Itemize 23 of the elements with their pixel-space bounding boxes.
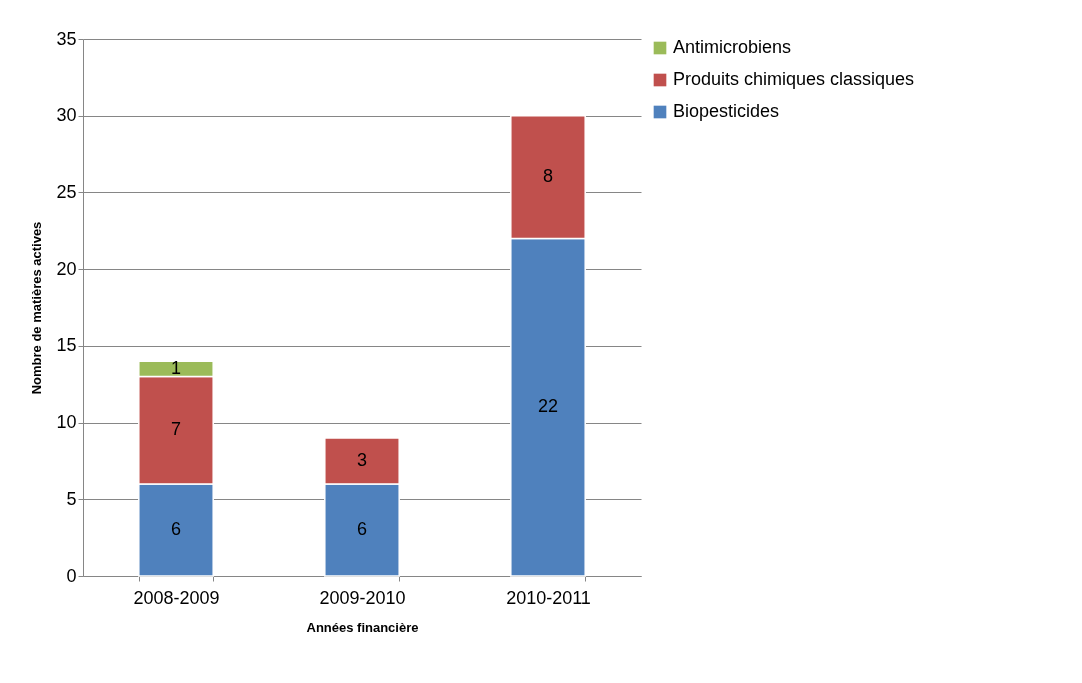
legend-label: Biopesticides — [673, 101, 780, 121]
data-label: 3 — [356, 449, 368, 470]
y-tick-label: 35 — [56, 28, 77, 49]
y-tick-label: 15 — [56, 335, 77, 356]
data-label: 8 — [542, 166, 554, 187]
y-tick-label: 0 — [66, 565, 77, 586]
x-axis-title: Années financière — [306, 619, 419, 635]
data-label: 1 — [170, 357, 182, 378]
y-tick-label: 5 — [66, 488, 77, 509]
y-tick-label: 25 — [56, 181, 77, 202]
y-tick-label: 10 — [56, 412, 77, 433]
data-label: 7 — [170, 419, 182, 440]
y-tick-label: 20 — [56, 258, 77, 279]
data-label: 22 — [537, 396, 559, 417]
x-tick-label: 2008-2009 — [133, 587, 220, 608]
x-tick-label: 2010-2011 — [506, 587, 591, 608]
y-axis-title: Nombre de matières actives — [29, 221, 45, 395]
legend-label: Produits chimiques classiques — [673, 69, 915, 89]
data-label: 6 — [356, 518, 368, 539]
y-tick-label: 30 — [56, 105, 77, 126]
data-label: 6 — [170, 518, 182, 539]
legend-label: Antimicrobiens — [673, 37, 792, 57]
x-tick-label: 2009-2010 — [319, 587, 406, 608]
